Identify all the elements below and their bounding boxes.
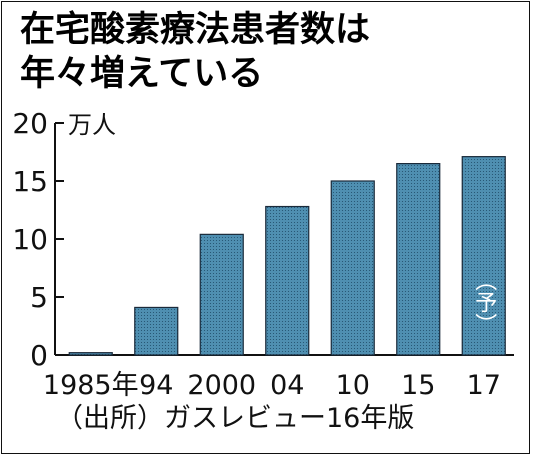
x-tick-label: 1985年 — [43, 370, 139, 401]
x-tick-label: 2000 — [187, 370, 256, 401]
bar — [396, 163, 441, 356]
x-tick-label-group: 1985年 94 2000 04 10 15 17 — [43, 370, 501, 401]
y-tick-group: 0 5 10 15 20 — [12, 107, 64, 372]
bar — [265, 205, 310, 356]
title-line-2: 年々増えている — [20, 54, 264, 94]
x-tick-label: 15 — [401, 370, 435, 401]
x-tick-label: 10 — [336, 370, 370, 401]
y-tick-label: 10 — [12, 223, 48, 256]
bar — [199, 233, 244, 356]
y-tick-label: 20 — [12, 107, 48, 140]
y-unit-label: 万人 — [68, 111, 116, 139]
y-tick-label: 0 — [30, 339, 48, 372]
forecast-annotation: （予） — [471, 269, 497, 335]
bar-group — [68, 156, 506, 356]
chart-title: 在宅酸素療法患者数は 年々増えている — [20, 8, 370, 96]
x-tick-label: 17 — [467, 370, 501, 401]
bar — [134, 306, 179, 356]
bar — [68, 352, 113, 356]
bar — [330, 180, 375, 356]
source-note: （出所）ガスレビュー16年版 — [56, 403, 415, 434]
x-tick-label: 94 — [139, 370, 173, 401]
y-tick-label: 15 — [12, 165, 48, 198]
x-tick-label: 04 — [270, 370, 304, 401]
y-tick-label: 5 — [30, 281, 48, 314]
annotation-group: （予） — [471, 269, 497, 335]
title-line-1: 在宅酸素療法患者数は — [20, 10, 371, 50]
bar — [461, 156, 506, 356]
